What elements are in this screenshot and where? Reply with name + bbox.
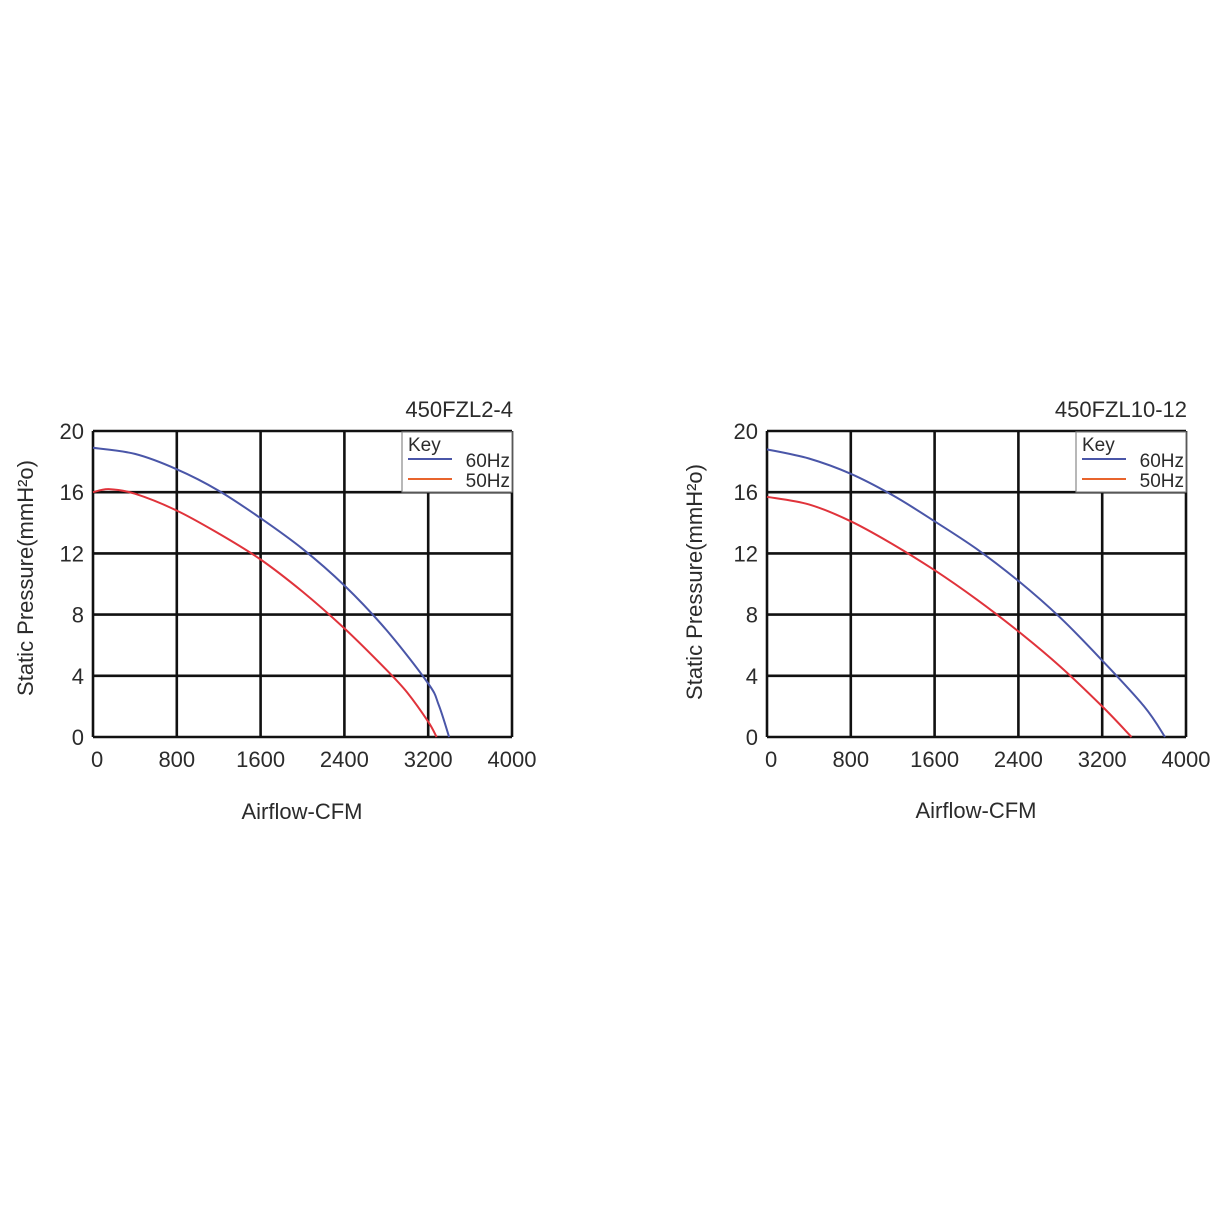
chart-1-ylabel: Static Pressure(mmH²o) bbox=[13, 460, 38, 696]
x-tick-label: 800 bbox=[832, 747, 869, 772]
y-tick-label: 16 bbox=[734, 480, 758, 505]
y-tick-label: 8 bbox=[72, 603, 84, 628]
series-line-50hz bbox=[92, 488, 438, 738]
x-tick-label: 0 bbox=[91, 747, 103, 772]
x-tick-label: 0 bbox=[765, 747, 777, 772]
chart-2-yticks: 0 4 8 12 16 20 bbox=[734, 419, 758, 750]
legend-box bbox=[401, 431, 513, 493]
series-line-50hz bbox=[766, 495, 1133, 738]
chart-2-title: 450FZL10-12 bbox=[1055, 397, 1187, 422]
y-tick-label: 12 bbox=[60, 541, 84, 566]
y-tick-label: 4 bbox=[72, 664, 84, 689]
chart-2: 450FZL10-12 Static Pressure(mmH²o) Airfl… bbox=[682, 397, 1210, 823]
chart-1-xlabel: Airflow-CFM bbox=[242, 799, 363, 824]
chart-1-series bbox=[92, 446, 451, 738]
y-tick-label: 12 bbox=[734, 541, 758, 566]
chart-1-xticks: 0 800 1600 2400 3200 4000 bbox=[91, 747, 536, 772]
legend-entry: 60Hz bbox=[1140, 451, 1184, 472]
x-tick-label: 1600 bbox=[910, 747, 959, 772]
x-tick-label: 3200 bbox=[404, 747, 453, 772]
y-tick-label: 8 bbox=[746, 603, 758, 628]
x-tick-label: 1600 bbox=[236, 747, 285, 772]
y-tick-label: 0 bbox=[746, 725, 758, 750]
y-tick-label: 20 bbox=[734, 419, 758, 444]
x-tick-label: 4000 bbox=[1162, 747, 1211, 772]
chart-1: 450FZL2-4 Static Pressure(mmH²o) Airflow… bbox=[13, 397, 536, 824]
legend-title: Key bbox=[1082, 435, 1115, 456]
chart-1-title: 450FZL2-4 bbox=[405, 397, 513, 422]
chart-2-ylabel: Static Pressure(mmH²o) bbox=[682, 464, 707, 700]
x-tick-label: 2400 bbox=[994, 747, 1043, 772]
y-tick-label: 20 bbox=[60, 419, 84, 444]
legend-entry: 50Hz bbox=[466, 471, 510, 492]
legend-box bbox=[1075, 431, 1187, 493]
chart-1-yticks: 0 4 8 12 16 20 bbox=[60, 419, 84, 750]
legend-entry: 60Hz bbox=[466, 451, 510, 472]
x-tick-label: 4000 bbox=[488, 747, 537, 772]
y-tick-label: 0 bbox=[72, 725, 84, 750]
legend-entry: 50Hz bbox=[1140, 471, 1184, 492]
x-tick-label: 800 bbox=[158, 747, 195, 772]
legend-title: Key bbox=[408, 435, 441, 456]
series-line-60hz bbox=[766, 448, 1166, 738]
x-tick-label: 2400 bbox=[320, 747, 369, 772]
x-tick-label: 3200 bbox=[1078, 747, 1127, 772]
chart-2-xlabel: Airflow-CFM bbox=[916, 798, 1037, 823]
series-line-60hz bbox=[92, 446, 451, 738]
chart-2-series bbox=[766, 448, 1166, 738]
y-tick-label: 4 bbox=[746, 664, 758, 689]
y-tick-label: 16 bbox=[60, 480, 84, 505]
chart-2-xticks: 0 800 1600 2400 3200 4000 bbox=[765, 747, 1210, 772]
